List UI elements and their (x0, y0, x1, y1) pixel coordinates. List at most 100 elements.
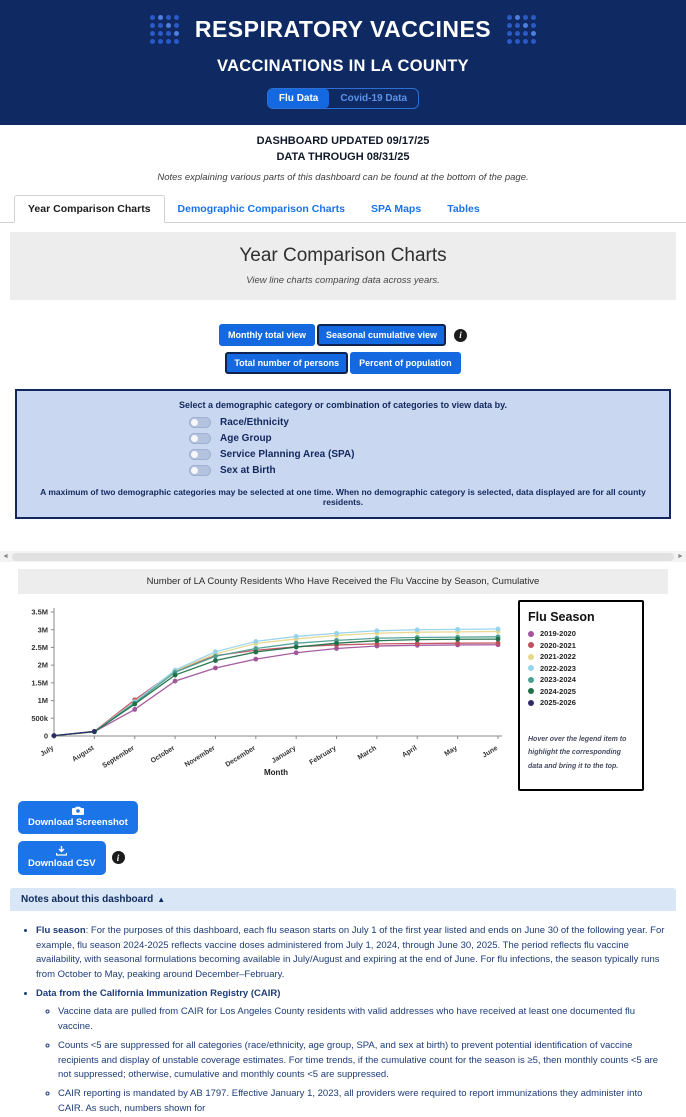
dot (157, 15, 163, 20)
total-persons-button[interactable]: Total number of persons (225, 352, 349, 374)
seasonal-cumulative-view-button[interactable]: Seasonal cumulative view (316, 324, 447, 346)
svg-text:1M: 1M (38, 696, 48, 705)
dot (165, 39, 171, 44)
data-point[interactable] (253, 656, 259, 662)
horizontal-scrollbar[interactable]: ◄ ► (0, 551, 686, 562)
legend-label: 2021-2022 (540, 652, 576, 661)
data-point[interactable] (455, 626, 461, 632)
data-point[interactable] (374, 638, 380, 644)
toggle-race-ethnicity[interactable]: Race/Ethnicity (189, 417, 657, 428)
legend-item-2022-2023[interactable]: 2022-2023 (528, 664, 634, 673)
data-point[interactable] (51, 733, 57, 739)
update-info: DASHBOARD UPDATED 09/17/25 DATA THROUGH … (0, 135, 686, 183)
download-screenshot-button[interactable]: Download Screenshot (18, 800, 138, 834)
legend-item-2019-2020[interactable]: 2019-2020 (528, 629, 634, 638)
data-point[interactable] (132, 701, 138, 707)
svg-text:3.5M: 3.5M (31, 608, 48, 617)
svg-text:February: February (308, 745, 337, 767)
data-point[interactable] (213, 649, 218, 655)
csv-info-icon[interactable]: i (111, 851, 125, 865)
svg-text:July: July (39, 745, 55, 758)
data-point[interactable] (172, 672, 178, 678)
age-group-switch-icon[interactable] (189, 433, 211, 444)
svg-text:August: August (71, 744, 96, 763)
chart-area: 0 500k 1M 1.5M 2M 2.5M 3M 3.5M July August Septemb… (10, 598, 676, 791)
data-point[interactable] (91, 728, 97, 734)
legend-label: 2023-2024 (540, 675, 576, 684)
dot (173, 23, 179, 28)
svg-text:2.5M: 2.5M (31, 643, 48, 652)
data-point[interactable] (172, 678, 178, 684)
age-group-label: Age Group (220, 433, 272, 444)
legend-label: 2019-2020 (540, 629, 576, 638)
data-point[interactable] (334, 646, 339, 651)
toggle-age-group[interactable]: Age Group (189, 433, 657, 444)
svg-text:September: September (101, 745, 136, 770)
tab-year-comparison-charts[interactable]: Year Comparison Charts (14, 195, 165, 223)
sex-at-birth-switch-icon[interactable] (189, 465, 211, 476)
data-point[interactable] (293, 640, 299, 646)
data-point[interactable] (374, 628, 380, 634)
toggle-spa[interactable]: Service Planning Area (SPA) (189, 449, 657, 460)
data-point[interactable] (132, 707, 138, 712)
data-point[interactable] (334, 630, 339, 636)
dot (507, 15, 513, 20)
percent-population-button[interactable]: Percent of population (350, 352, 461, 374)
tab-demographic-comparison-charts[interactable]: Demographic Comparison Charts (177, 203, 345, 215)
data-point[interactable] (455, 640, 461, 646)
series-2020-2021 (51, 640, 501, 739)
data-point[interactable] (293, 644, 299, 650)
legend-item-2025-2026[interactable]: 2025-2026 (528, 698, 634, 707)
legend-label: 2020-2021 (540, 640, 576, 650)
dashboard-page: { "header": { "title": "RESPIRATORY VACC… (0, 0, 686, 846)
covid-data-button[interactable]: Covid-19 Data (329, 89, 418, 108)
monthly-total-view-button[interactable]: Monthly total view (218, 324, 315, 346)
race-ethnicity-switch-icon[interactable] (189, 417, 211, 428)
page-title: RESPIRATORY VACCINES (194, 16, 492, 42)
data-point[interactable] (334, 640, 339, 646)
sex-at-birth-label: Sex at Birth (220, 465, 276, 476)
dot (149, 39, 155, 44)
data-point[interactable] (455, 636, 461, 642)
flu-data-button[interactable]: Flu Data (267, 89, 330, 108)
spa-label: Service Planning Area (SPA) (220, 449, 355, 460)
data-point[interactable] (213, 665, 218, 671)
data-point[interactable] (495, 640, 501, 646)
data-point[interactable] (495, 626, 501, 632)
legend-item-2023-2024[interactable]: 2023-2024 (528, 675, 634, 684)
demographic-panel-title: Select a demographic category or combina… (179, 400, 507, 410)
tab-tables[interactable]: Tables (447, 203, 480, 215)
notes-section: Notes about this dashboard▲ Flu season: … (10, 887, 676, 1117)
data-point[interactable] (213, 653, 218, 659)
scrollbar-thumb[interactable] (12, 552, 674, 561)
dot (531, 23, 537, 28)
data-point[interactable] (414, 627, 420, 633)
dashboard-updated-text: DASHBOARD UPDATED 09/17/25 (256, 135, 430, 147)
legend-item-2020-2021[interactable]: 2020-2021 (528, 641, 634, 650)
notes-accordion-header[interactable]: Notes about this dashboard ▲ (10, 887, 676, 911)
download-area: Download Screenshot Download CSV i (18, 800, 686, 875)
toggle-sex-at-birth[interactable]: Sex at Birth (189, 465, 657, 476)
note-item: Data from the California Immunization Re… (36, 987, 668, 1117)
notes-body: Flu season: For the purposes of this das… (10, 911, 676, 1117)
data-point[interactable] (253, 649, 259, 655)
data-point[interactable] (414, 641, 420, 646)
main-tab-bar: Year Comparison Charts Demographic Compa… (0, 195, 686, 223)
legend-item-2021-2022[interactable]: 2021-2022 (528, 652, 634, 661)
decorative-dots-left-icon (149, 15, 179, 44)
legend-item-2024-2025[interactable]: 2024-2025 (528, 687, 634, 696)
data-point[interactable] (293, 634, 299, 639)
data-point[interactable] (495, 636, 501, 642)
view-info-icon[interactable]: i (454, 328, 468, 342)
scroll-right-icon[interactable]: ► (677, 553, 684, 560)
dot (157, 23, 163, 28)
data-point[interactable] (253, 646, 259, 651)
spa-switch-icon[interactable] (189, 449, 211, 460)
data-point[interactable] (253, 639, 259, 644)
data-point[interactable] (293, 650, 299, 656)
data-point[interactable] (213, 658, 218, 663)
scroll-left-icon[interactable]: ◄ (2, 553, 9, 560)
data-point[interactable] (414, 637, 420, 643)
tab-spa-maps[interactable]: SPA Maps (371, 203, 422, 215)
dot (515, 31, 521, 36)
